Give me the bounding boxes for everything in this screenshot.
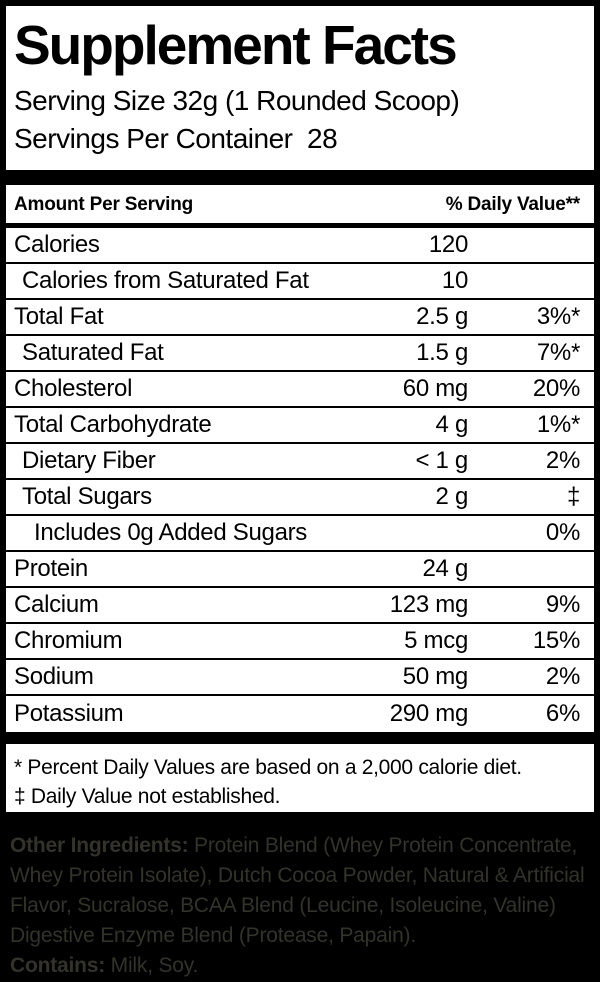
other-ingredients-label: Other Ingredients: bbox=[10, 834, 189, 857]
serving-size: Serving Size 32g (1 Rounded Scoop) bbox=[14, 85, 460, 116]
nutrient-amount: 10 bbox=[441, 267, 468, 294]
nutrient-name: Dietary Fiber bbox=[22, 447, 156, 474]
nutrient-row: Chromium 5 mcg 15% bbox=[6, 624, 594, 660]
contains-text: Milk, Soy. bbox=[105, 954, 199, 977]
servings-per-container: Servings Per Container 28 bbox=[14, 123, 338, 154]
nutrient-dv: 0% bbox=[545, 519, 580, 546]
other-ingredients-text: Protein Blend (Whey Protein Concentrate,… bbox=[10, 834, 585, 947]
nutrient-row: Cholesterol 60 mg 20% bbox=[6, 372, 594, 408]
nutrient-name: Total Sugars bbox=[22, 483, 152, 510]
nutrient-name: Saturated Fat bbox=[22, 339, 164, 366]
nutrient-dv: 2% bbox=[545, 663, 580, 690]
nutrient-name: Calories from Saturated Fat bbox=[22, 267, 309, 294]
supplement-facts-panel: Supplement Facts Serving Size 32g (1 Rou… bbox=[0, 0, 600, 818]
nutrient-row: Total Carbohydrate 4 g 1%* bbox=[6, 408, 594, 444]
nutrient-dv: 15% bbox=[532, 627, 580, 654]
nutrient-row: Calories 120 bbox=[6, 228, 594, 264]
other-ingredients-paragraph: Other Ingredients: Protein Blend (Whey P… bbox=[10, 831, 590, 951]
nutrient-row: Dietary Fiber < 1 g 2% bbox=[6, 444, 594, 480]
nutrient-name: Chromium bbox=[14, 627, 123, 654]
header-black-bar bbox=[6, 170, 594, 185]
nutrient-row: Potassium 290 mg 6% bbox=[6, 696, 594, 732]
nutrient-row: Calcium 123 mg 9% bbox=[6, 588, 594, 624]
nutrient-name: Total Fat bbox=[14, 303, 104, 330]
contains-line: Contains: Milk, Soy. bbox=[10, 951, 590, 981]
nutrient-amount: 120 bbox=[428, 231, 468, 258]
nutrient-name: Calories bbox=[14, 231, 100, 258]
footer-black-bar bbox=[6, 732, 594, 744]
other-ingredients-section: Other Ingredients: Protein Blend (Whey P… bbox=[0, 818, 600, 981]
nutrient-dv: 20% bbox=[532, 375, 580, 402]
nutrient-row: Includes 0g Added Sugars 0% bbox=[6, 516, 594, 552]
column-header-row: Amount Per Serving % Daily Value** bbox=[6, 185, 594, 228]
nutrient-amount: 4 g bbox=[435, 411, 469, 438]
nutrient-amount: 24 g bbox=[422, 555, 468, 582]
nutrient-amount: 2.5 g bbox=[416, 303, 468, 330]
nutrient-name: Cholesterol bbox=[14, 375, 133, 402]
footnotes: * Percent Daily Values are based on a 2,… bbox=[14, 753, 580, 811]
nutrient-amount: 123 mg bbox=[389, 591, 469, 618]
nutrient-row: Protein 24 g bbox=[6, 552, 594, 588]
nutrient-name: Potassium bbox=[14, 700, 124, 727]
nutrient-dv: 7%* bbox=[536, 339, 580, 366]
nutrient-dv: 9% bbox=[545, 591, 580, 618]
nutrient-row: Total Fat 2.5 g 3%* bbox=[6, 300, 594, 336]
nutrient-amount: < 1 g bbox=[415, 447, 468, 474]
nutrient-amount: 60 mg bbox=[402, 375, 469, 402]
nutrient-row: Total Sugars 2 g ‡ bbox=[6, 480, 594, 516]
panel-title: Supplement Facts bbox=[14, 14, 458, 76]
nutrient-dv: 2% bbox=[545, 447, 580, 474]
nutrient-row: Saturated Fat 1.5 g 7%* bbox=[6, 336, 594, 372]
nutrient-name: Sodium bbox=[14, 663, 94, 690]
nutrient-amount: 5 mcg bbox=[404, 627, 468, 654]
nutrient-row: Calories from Saturated Fat 10 bbox=[6, 264, 594, 300]
footnote-percent-daily-values: * Percent Daily Values are based on a 2,… bbox=[14, 756, 522, 779]
nutrient-row: Sodium 50 mg 2% bbox=[6, 660, 594, 696]
nutrient-dv: 3%* bbox=[536, 303, 580, 330]
footnote-daily-value-not-established: ‡ Daily Value not established. bbox=[14, 785, 281, 808]
nutrient-amount: 50 mg bbox=[402, 663, 469, 690]
nutrient-name: Total Carbohydrate bbox=[14, 411, 212, 438]
nutrient-dv: 6% bbox=[545, 700, 580, 727]
nutrient-dv: 1%* bbox=[536, 411, 580, 438]
daily-value-header: % Daily Value** bbox=[445, 194, 580, 215]
nutrient-amount: 2 g bbox=[435, 483, 469, 510]
contains-label: Contains: bbox=[10, 954, 106, 977]
amount-per-serving-header: Amount Per Serving bbox=[14, 194, 194, 215]
nutrient-name: Calcium bbox=[14, 591, 99, 618]
nutrient-name: Protein bbox=[14, 555, 88, 582]
nutrient-amount: 290 mg bbox=[389, 700, 469, 727]
nutrient-name: Includes 0g Added Sugars bbox=[34, 519, 308, 546]
nutrient-dv: ‡ bbox=[566, 483, 580, 510]
nutrient-amount: 1.5 g bbox=[416, 339, 468, 366]
